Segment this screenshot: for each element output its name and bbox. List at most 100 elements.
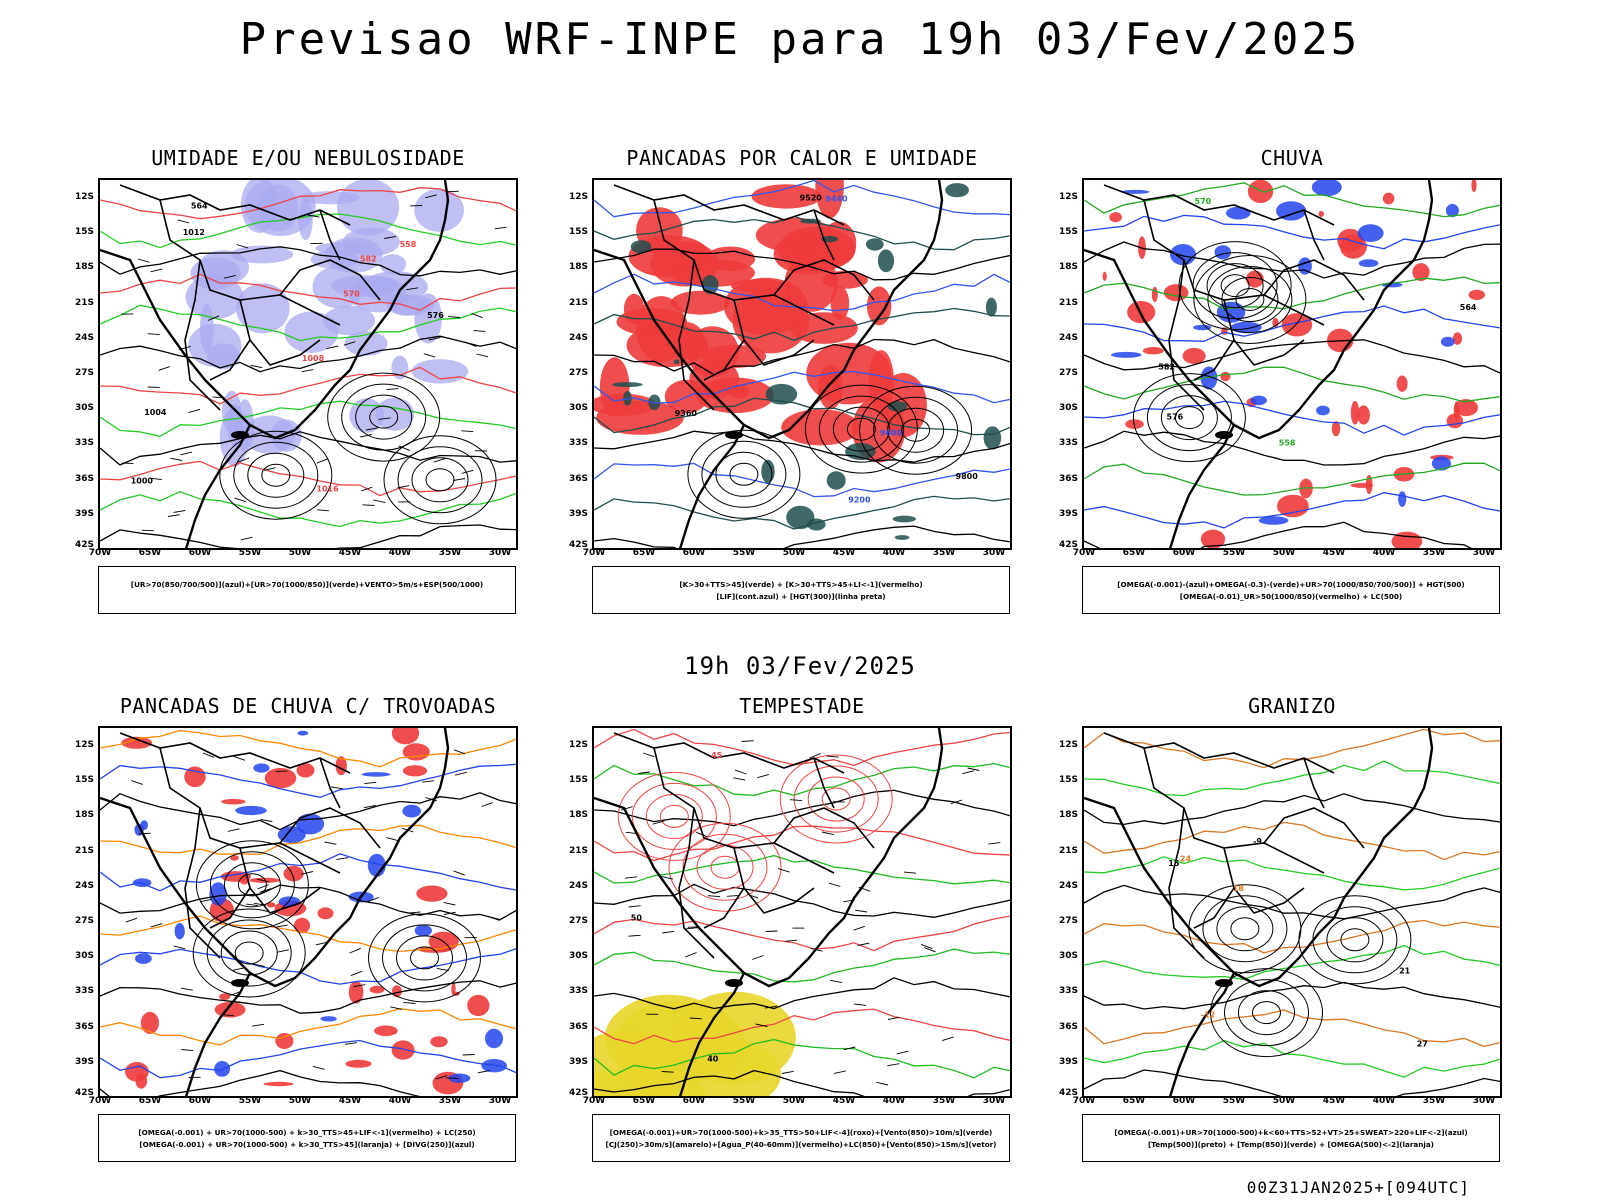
fill-region: [1142, 347, 1164, 355]
wind-arrow: [448, 316, 461, 318]
wind-arrow: [436, 967, 449, 972]
closed-contour: [1210, 968, 1323, 1058]
contour-line: [100, 304, 516, 342]
fill-region-secondary: [765, 383, 798, 405]
contour-line: [594, 338, 1010, 376]
wind-arrow: [233, 755, 246, 761]
wind-arrow: [443, 901, 456, 906]
map-svg-5: 50 45 40: [594, 728, 1010, 1096]
coastline: [594, 180, 944, 440]
coastline: [594, 728, 944, 988]
fill-region: [416, 885, 448, 902]
wind-arrow: [661, 875, 674, 880]
contour-line: [100, 824, 516, 856]
state-border: [209, 887, 251, 929]
lake-mark: [1215, 979, 1233, 987]
wind-arrow: [232, 967, 245, 971]
map-panel-4: [98, 726, 518, 1098]
state-border: [184, 259, 221, 411]
fill-region-secondary: [945, 183, 969, 198]
closed-contour: [425, 468, 455, 492]
closed-contour: [1298, 895, 1412, 985]
wind-arrow: [652, 820, 665, 825]
wind-arrow: [277, 949, 289, 953]
contour-label: 9600: [880, 428, 903, 437]
lat-tick-label: 15S: [568, 227, 588, 238]
lat-tick-label: 39S: [568, 1056, 588, 1067]
lat-tick-label: 30S: [1058, 951, 1078, 962]
wind-arrow: [364, 781, 377, 785]
lon-tick-label: 35W: [1422, 1096, 1446, 1106]
closed-contour: [1252, 1001, 1281, 1025]
lon-tick-label: 55W: [238, 548, 262, 558]
lat-tick-label: 12S: [568, 740, 588, 750]
contour-line: [100, 915, 516, 953]
wind-arrow: [237, 457, 250, 463]
contour-line: [100, 792, 516, 831]
closed-contour: [233, 441, 319, 509]
closed-contour: [237, 873, 267, 897]
lat-tick-label: 39S: [568, 508, 588, 519]
wind-arrow: [397, 485, 410, 489]
fill-region: [300, 191, 360, 205]
wind-arrow: [494, 226, 507, 230]
contour-line: [594, 789, 1010, 827]
fill-region-secondary: [983, 426, 1002, 450]
fill-region-secondary: [1110, 351, 1142, 358]
contour-line: [1084, 760, 1500, 797]
state-border: [279, 807, 381, 849]
lat-tick-label: 27S: [568, 368, 588, 378]
contour-line: [594, 462, 1010, 498]
lat-tick-label: 30S: [74, 403, 94, 414]
lon-tick-label: 40W: [1372, 548, 1396, 558]
lat-tick-label: 18S: [568, 810, 588, 821]
closed-contour: [701, 440, 787, 508]
map-panel-5: 50 45 40: [592, 726, 1012, 1098]
panel-title-1: UMIDADE E/OU NEBULOSIDADE: [151, 146, 465, 170]
contour-label: 564: [191, 201, 208, 210]
wind-arrow: [360, 433, 372, 438]
fill-region-secondary: [414, 924, 432, 937]
contour-line: [1084, 1009, 1500, 1048]
closed-contour: [617, 771, 731, 861]
contour-label: 21: [1399, 966, 1411, 975]
state-border: [239, 299, 321, 366]
fill-region: [616, 308, 688, 336]
contour-label: 576: [427, 311, 444, 320]
lat-tick-label: 12S: [568, 192, 588, 202]
lon-tick-label: 40W: [1372, 1096, 1396, 1106]
closed-contour: [383, 435, 497, 525]
lat-tick-label: 33S: [1058, 438, 1078, 449]
wind-arrow: [433, 458, 446, 463]
legend-line: [LIF](cont.azul) + [HGT(300)](linha pret…: [716, 592, 886, 601]
wind-arrow: [950, 799, 963, 805]
wind-arrow: [173, 945, 186, 950]
lat-tick-label: 24S: [1058, 332, 1078, 343]
wind-arrow: [362, 504, 375, 506]
map-panel-3: 576 570 564 558 582: [1082, 178, 1502, 550]
lat-tick-label: 42S: [1058, 1088, 1078, 1098]
closed-contour: [1340, 928, 1370, 952]
contour-line: [100, 213, 516, 249]
contour-label: 45: [711, 751, 723, 760]
legend-box-1: [UR>70(850/700/500)](azul)+[UR>70(1000/8…: [98, 566, 516, 614]
lat-tick-label: 15S: [74, 227, 94, 238]
wind-arrow: [857, 942, 870, 946]
wind-arrow: [344, 1042, 357, 1045]
wind-arrow: [363, 805, 376, 809]
fill-region-secondary: [253, 763, 270, 773]
wind-arrow: [462, 1054, 475, 1056]
closed-contour: [821, 787, 851, 811]
closed-contour: [715, 451, 773, 497]
contour-label: 558: [1279, 439, 1296, 448]
wind-arrow: [830, 979, 842, 984]
state-border: [1103, 184, 1335, 226]
wind-arrow: [454, 771, 467, 776]
state-border: [319, 209, 341, 261]
fill-region-secondary: [630, 240, 652, 254]
contour-line: [594, 180, 1010, 218]
fill-region-secondary: [135, 953, 152, 964]
lon-tick-label: 45W: [1322, 1096, 1346, 1106]
contour-label: 9360: [675, 409, 698, 418]
lon-tick-label: 30W: [1472, 1096, 1496, 1106]
